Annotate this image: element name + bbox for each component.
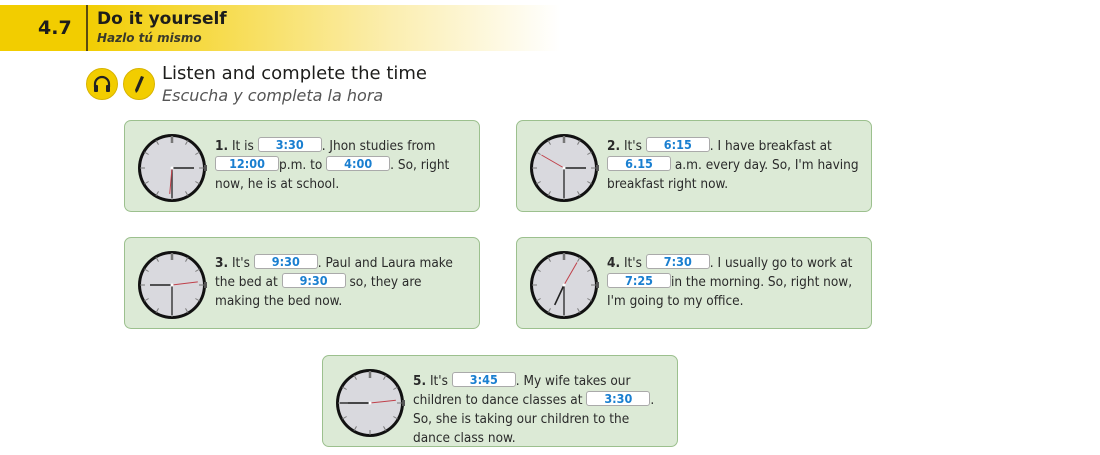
section-subtitle: Hazlo tú mismo — [97, 31, 202, 45]
time-answer-field[interactable]: 6:15 — [645, 137, 710, 152]
time-answer-field[interactable]: 3:45 — [451, 372, 516, 387]
clock-icon — [530, 251, 599, 319]
divider — [86, 5, 88, 51]
exercise-card-5: 5. It's 3:45. My wife takes our children… — [322, 355, 678, 447]
exercise-text-segment: a.m. every day. So, I'm having breakfast… — [607, 157, 859, 192]
exercise-card-3: 3. It's 9:30. Paul and Laura make the be… — [124, 237, 480, 329]
exercise-card-2: 2. It's 6:15. I have breakfast at 6.15 a… — [516, 120, 872, 212]
exercise-number: 4. — [607, 255, 621, 271]
exercise-text: 1. It is 3:30. Jhon studies from 12:00 p.… — [215, 137, 470, 194]
section-number: 4.7 — [38, 17, 72, 39]
exercise-text-segment: It's — [231, 255, 254, 271]
exercise-text: 3. It's 9:30. Paul and Laura make the be… — [215, 254, 470, 311]
exercise-text-segment: . Paul and Laura make the bed at — [215, 255, 453, 290]
clock-icon — [138, 134, 207, 202]
exercise-text-segment: . I usually go to work at — [709, 255, 853, 271]
exercise-text-segment: . So, she is taking our children to the … — [413, 392, 655, 446]
exercise-text: 4. It's 7:30. I usually go to work at 7:… — [607, 254, 862, 311]
exercise-text-segment: in the morning. So, right now, I'm going… — [607, 274, 853, 309]
exercise-text-segment: . My wife takes our children to dance cl… — [413, 373, 631, 408]
time-answer-field[interactable]: 9:30 — [253, 254, 318, 269]
exercise-text: 5. It's 3:45. My wife takes our children… — [413, 372, 668, 448]
section-title: Do it yourself — [97, 9, 227, 29]
time-answer-field[interactable]: 7:25 — [607, 273, 671, 288]
exercise-text-segment: . I have breakfast at — [709, 138, 832, 154]
time-answer-field[interactable]: 3:30 — [257, 137, 322, 152]
time-answer-field[interactable]: 4:00 — [326, 156, 391, 171]
exercise-text-segment: It's — [623, 138, 646, 154]
exercise-text-segment: . So, right now, he is at school. — [215, 157, 450, 192]
headphones-icon[interactable] — [86, 68, 118, 100]
section-banner — [0, 5, 560, 51]
time-answer-field[interactable]: 12:00 — [215, 156, 279, 171]
exercise-number: 5. — [413, 373, 427, 389]
exercise-text-segment: It is — [231, 138, 258, 154]
exercise-text-segment: It's — [429, 373, 452, 389]
instruction-title: Listen and complete the time — [162, 63, 427, 84]
time-answer-field[interactable]: 7:30 — [645, 254, 710, 269]
exercise-number: 2. — [607, 138, 621, 154]
exercise-number: 1. — [215, 138, 229, 154]
time-answer-field[interactable]: 6.15 — [607, 156, 671, 171]
exercise-text-segment: p.m. to — [279, 157, 327, 173]
instruction-subtitle: Escucha y completa la hora — [162, 86, 384, 105]
exercise-number: 3. — [215, 255, 229, 271]
exercise-text: 2. It's 6:15. I have breakfast at 6.15 a… — [607, 137, 862, 194]
exercise-text-segment: . Jhon studies from — [321, 138, 436, 154]
exercise-card-1: 1. It is 3:30. Jhon studies from 12:00 p.… — [124, 120, 480, 212]
clock-icon — [530, 134, 599, 202]
time-answer-field[interactable]: 3:30 — [586, 391, 651, 406]
clock-icon — [336, 369, 405, 437]
pencil-icon — [123, 68, 155, 100]
clock-icon — [138, 251, 207, 319]
exercise-text-segment: It's — [623, 255, 646, 271]
exercise-card-4: 4. It's 7:30. I usually go to work at 7:… — [516, 237, 872, 329]
time-answer-field[interactable]: 9:30 — [281, 273, 346, 288]
exercise-text-segment: so, they are making the bed now. — [215, 274, 422, 309]
